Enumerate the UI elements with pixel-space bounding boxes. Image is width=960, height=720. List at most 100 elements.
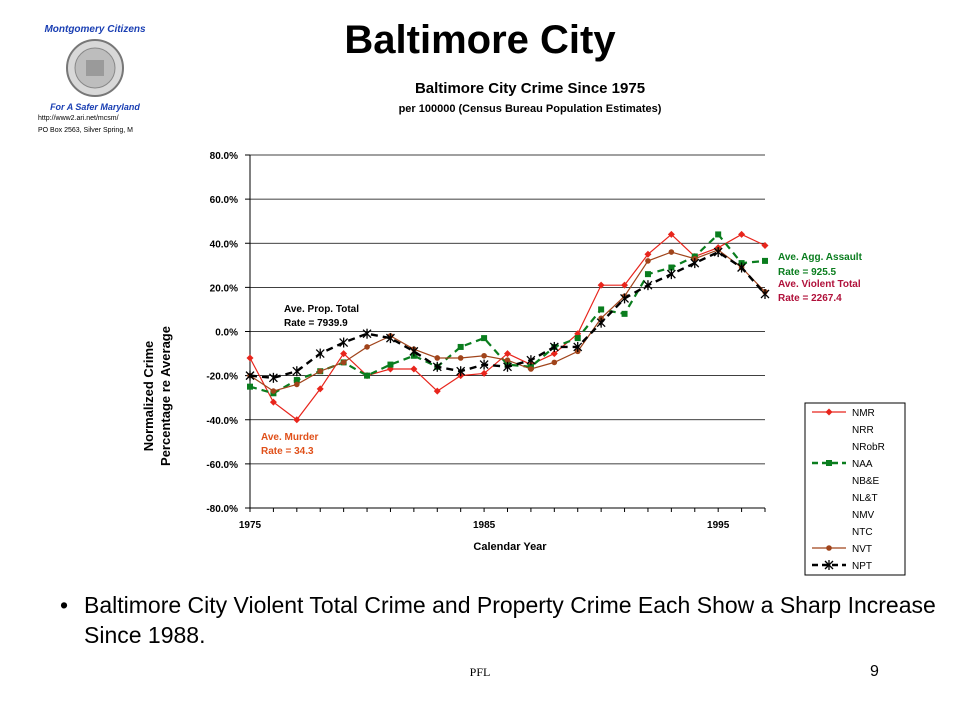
grid-lines <box>245 154 765 509</box>
legend-label: NVT <box>852 544 872 555</box>
y-tick-label: 0.0% <box>215 328 238 339</box>
data-point-npt <box>385 333 395 344</box>
data-point-npt <box>549 341 559 352</box>
crime-line-chart: 80.0% 60.0% 40.0% 20.0% 0.0% -20.0% -40.0% -60.… <box>141 151 906 576</box>
data-point-naa <box>364 372 371 379</box>
annotation-murder-line1: Ave. Murder <box>261 432 319 443</box>
legend-item: NPT <box>812 560 872 572</box>
data-point-npt <box>666 269 676 280</box>
data-point-nmr <box>550 350 558 358</box>
x-tick-label: 1975 <box>239 520 262 531</box>
annotation-prop-line2: Rate = 7939.9 <box>284 318 348 329</box>
data-point-nvt <box>270 388 277 394</box>
y-axis-label-line2: Percentage re Average <box>158 326 173 466</box>
data-point-nmr <box>761 241 769 249</box>
y-tick-label: 60.0% <box>210 195 238 206</box>
chart-subtitle: per 100000 (Census Bureau Population Est… <box>398 103 662 115</box>
bullet-point: • Baltimore City Violent Total Crime and… <box>60 590 940 650</box>
data-point-naa <box>293 377 300 384</box>
legend-item: NMV <box>852 510 875 521</box>
data-point-npt <box>573 341 583 352</box>
chart-title: Baltimore City Crime Since 1975 <box>414 80 646 97</box>
legend-label: NPT <box>852 561 872 572</box>
data-point-nmr <box>316 385 324 393</box>
annotation-assault-line1: Ave. Agg. Assault <box>778 252 863 263</box>
annotation-violent-line2: Rate = 2267.4 <box>778 293 842 304</box>
logo-top-text: Montgomery Citizens <box>44 24 146 35</box>
data-point-npt <box>503 361 512 372</box>
legend-label: NRR <box>852 425 874 436</box>
data-point-npt <box>339 337 349 348</box>
data-point-npt <box>737 262 747 273</box>
data-point-nvt <box>504 357 511 363</box>
y-axis-label-line1: Normalized Crime <box>141 341 156 452</box>
data-point-nvt <box>317 368 324 375</box>
data-point-naa <box>481 335 488 342</box>
legend-item: NB&E <box>852 476 880 487</box>
data-point-naa <box>762 257 768 264</box>
legend-label: NTC <box>852 527 873 538</box>
logo-bottom-text: For A Safer Maryland <box>50 102 140 112</box>
data-point-nmr <box>433 387 441 395</box>
y-tick-label: -20.0% <box>206 372 238 383</box>
data-point-nvt <box>668 249 675 255</box>
legend-label: NL&T <box>852 493 878 504</box>
data-point-nmr <box>738 230 746 238</box>
data-point-nvt <box>294 381 300 388</box>
series-lines <box>245 230 770 424</box>
series-npt <box>245 247 770 383</box>
data-point-nvt <box>528 366 534 372</box>
data-point-nvt <box>457 355 464 361</box>
legend-item: NL&T <box>852 493 878 504</box>
data-point-nvt <box>645 258 651 264</box>
data-point-nvt <box>551 359 558 366</box>
data-point-nvt <box>481 352 487 359</box>
data-point-nmr <box>410 365 418 373</box>
legend-label: NMR <box>852 408 875 419</box>
annotation-violent-line1: Ave. Violent Total <box>778 279 861 290</box>
data-point-nmr <box>644 250 652 258</box>
data-point-npt <box>409 346 419 357</box>
data-point-naa <box>574 335 581 342</box>
footer-text: PFL <box>469 665 491 679</box>
annotation-murder-line2: Rate = 34.3 <box>261 446 314 457</box>
y-tick-label: -40.0% <box>206 416 238 427</box>
annotation-prop-line1: Ave. Prop. Total <box>284 304 359 315</box>
data-point-npt <box>315 348 325 359</box>
x-tick-label: 1995 <box>707 520 730 531</box>
data-point-npt <box>643 280 653 291</box>
legend-item: NRR <box>852 425 874 436</box>
data-point-nvt <box>434 355 441 361</box>
data-point-nmr <box>246 354 254 362</box>
data-point-nmr <box>293 416 301 424</box>
data-point-nvt <box>340 359 347 366</box>
data-point-nmr <box>480 369 488 377</box>
bullet-text: Baltimore City Violent Total Crime and P… <box>84 592 936 648</box>
x-axis-label: Calendar Year <box>473 541 547 553</box>
bullet-marker: • <box>60 592 69 618</box>
legend-label: NB&E <box>852 476 880 487</box>
data-point-npt <box>456 366 466 377</box>
slide-title: Baltimore City <box>344 18 616 62</box>
data-point-nvt <box>364 344 370 350</box>
data-point-npt <box>713 247 723 258</box>
organization-logo: Montgomery Citizens For A Safer Maryland <box>44 24 146 112</box>
data-point-npt <box>245 370 255 381</box>
data-point-naa <box>715 231 722 238</box>
page-number: 9 <box>870 663 879 680</box>
legend-marker <box>826 545 832 551</box>
legend-marker <box>825 408 833 416</box>
data-point-naa <box>387 361 394 368</box>
data-point-naa <box>598 306 605 313</box>
y-tick-label: -80.0% <box>206 504 238 515</box>
data-point-npt <box>620 293 630 304</box>
data-point-naa <box>247 383 253 390</box>
x-tick-labels: 1975 1985 1995 <box>239 520 730 531</box>
data-point-npt <box>526 355 536 366</box>
chart-legend: NMR NRR NRobR NAA NB&E NL&T NMV NTC NVT NPT <box>804 402 906 576</box>
legend-item: NRobR <box>852 442 885 453</box>
organization-address: PO Box 2563, Silver Spring, M <box>38 127 133 134</box>
legend-label: NAA <box>852 459 873 470</box>
data-point-naa <box>457 343 464 350</box>
y-tick-label: 40.0% <box>210 239 238 250</box>
